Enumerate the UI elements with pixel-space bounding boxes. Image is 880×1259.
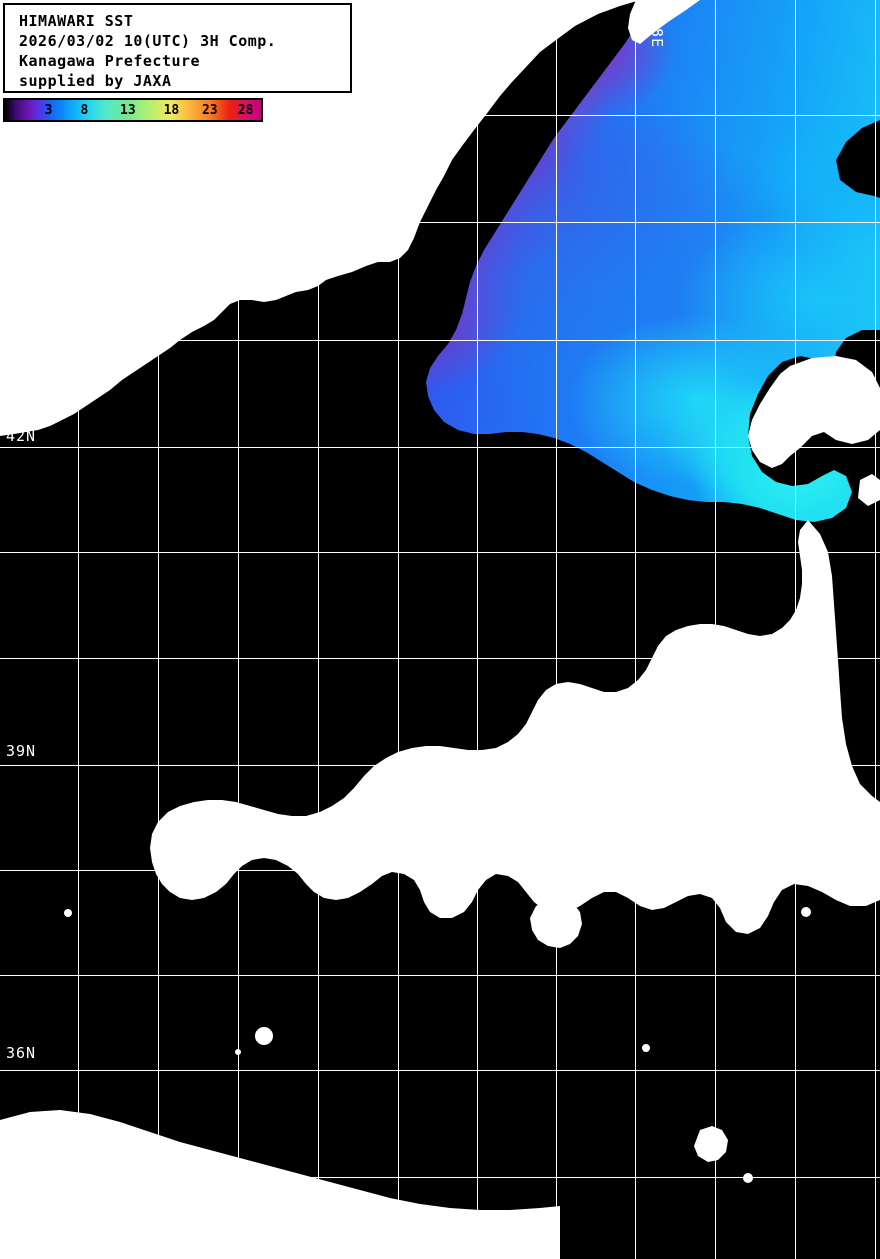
graticule-parallel-4	[0, 552, 880, 553]
land-izu-boso	[694, 1126, 728, 1162]
graticule-meridian-6	[556, 0, 557, 1259]
graticule-meridian-5	[477, 0, 478, 1259]
map-region: Kanagawa Prefecture	[19, 52, 201, 70]
land-chugoku	[0, 1110, 560, 1259]
lat-label-36N: 36N	[6, 1044, 37, 1062]
graticule-parallel-9	[0, 1070, 880, 1071]
graticule-parallel-8	[0, 975, 880, 976]
colorbar-tick-8: 8	[80, 103, 89, 118]
graticule-meridian-10	[875, 0, 876, 1259]
graticule-meridian-7	[635, 0, 636, 1259]
land-sado-island	[658, 824, 688, 858]
graticule-parallel-5	[0, 658, 880, 659]
colorbar-tick-28: 28	[237, 103, 254, 118]
land-small-island-ne	[858, 474, 880, 506]
graticule-meridian-1	[158, 0, 159, 1259]
land-honshu	[150, 520, 880, 934]
land-island-dot-c	[801, 907, 811, 917]
land-island-dot-b	[64, 909, 72, 917]
graticule-parallel-3	[0, 447, 880, 448]
map-title: HIMAWARI SST	[19, 12, 134, 30]
colorbar-tick-13: 13	[120, 103, 136, 118]
land-hokkaido	[748, 356, 880, 468]
graticule-meridian-3	[318, 0, 319, 1259]
graticule-parallel-6	[0, 765, 880, 766]
lon-label-138E: 138E	[648, 8, 666, 49]
colorbar-tick-23: 23	[201, 103, 218, 118]
map-datetime: 2026/03/02 10(UTC) 3H Comp.	[19, 32, 277, 50]
colorbar-gradient	[5, 100, 261, 120]
land-island-dot-e	[743, 1173, 753, 1183]
graticule-meridian-4	[398, 0, 399, 1259]
graticule-parallel-1	[0, 222, 880, 223]
map-credit: supplied by JAXA	[19, 72, 172, 90]
graticule-parallel-2	[0, 340, 880, 341]
graticule-meridian-0	[78, 0, 79, 1259]
lat-label-42N: 42N	[6, 427, 37, 445]
land-island-dot-d	[642, 1044, 650, 1052]
colorbar-tick-3: 3	[44, 103, 53, 118]
graticule-parallel-7	[0, 870, 880, 871]
graticule-meridian-8	[715, 0, 716, 1259]
title-legend-box: HIMAWARI SST 2026/03/02 10(UTC) 3H Comp.…	[3, 3, 352, 93]
graticule-parallel-10	[0, 1177, 880, 1178]
land-island-dot-a	[255, 1027, 273, 1045]
colorbar-tick-18: 18	[163, 103, 180, 118]
graticule-meridian-2	[238, 0, 239, 1259]
graticule-parallel-0	[0, 115, 880, 116]
lat-label-39N: 39N	[6, 742, 37, 760]
graticule-meridian-9	[795, 0, 796, 1259]
sst-colorbar: 3 8 13 18 23 28	[3, 98, 263, 122]
land-north-island	[628, 0, 700, 44]
